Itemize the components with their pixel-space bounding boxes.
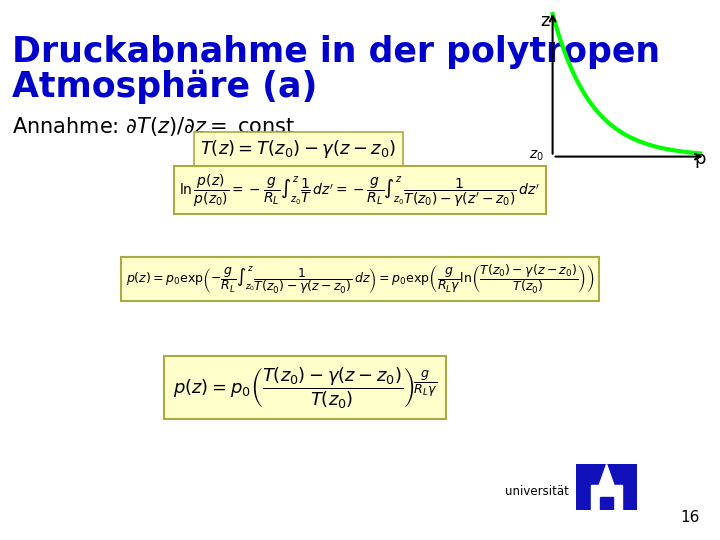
Text: z: z — [540, 12, 549, 30]
Text: Annahme: $\partial T(z)/\partial z = $ const: Annahme: $\partial T(z)/\partial z = $ c… — [12, 115, 295, 138]
Bar — [591, 485, 622, 510]
Polygon shape — [599, 464, 614, 485]
Text: universität: universität — [505, 485, 569, 498]
Text: $\ln\dfrac{p(z)}{p(z_0)} = -\dfrac{g}{R_L}\int_{z_0}^{z}\dfrac{1}{T}\,dz^{\prime: $\ln\dfrac{p(z)}{p(z_0)} = -\dfrac{g}{R_… — [179, 172, 541, 208]
Text: p: p — [695, 150, 706, 168]
Text: Druckabnahme in der polytropen: Druckabnahme in der polytropen — [12, 35, 660, 69]
Text: $z_0$: $z_0$ — [529, 148, 544, 163]
Text: $p(z) = p_0\exp\!\left(-\dfrac{g}{R_L}\int_{z_0}^{z}\dfrac{1}{T(z_0)-\gamma(z-z_: $p(z) = p_0\exp\!\left(-\dfrac{g}{R_L}\i… — [126, 262, 594, 296]
Text: Atmosphäre (a): Atmosphäre (a) — [12, 70, 318, 104]
Text: 16: 16 — [680, 510, 700, 525]
Text: $T(z) = T(z_0) - \gamma(z - z_0)$: $T(z) = T(z_0) - \gamma(z - z_0)$ — [200, 138, 396, 160]
Text: $p(z) = p_0\left(\dfrac{T(z_0)-\gamma(z-z_0)}{T(z_0)}\right)^{\!\dfrac{g}{R_L\ga: $p(z) = p_0\left(\dfrac{T(z_0)-\gamma(z-… — [173, 365, 437, 410]
Bar — [600, 497, 613, 510]
Text: bonn: bonn — [580, 485, 613, 498]
